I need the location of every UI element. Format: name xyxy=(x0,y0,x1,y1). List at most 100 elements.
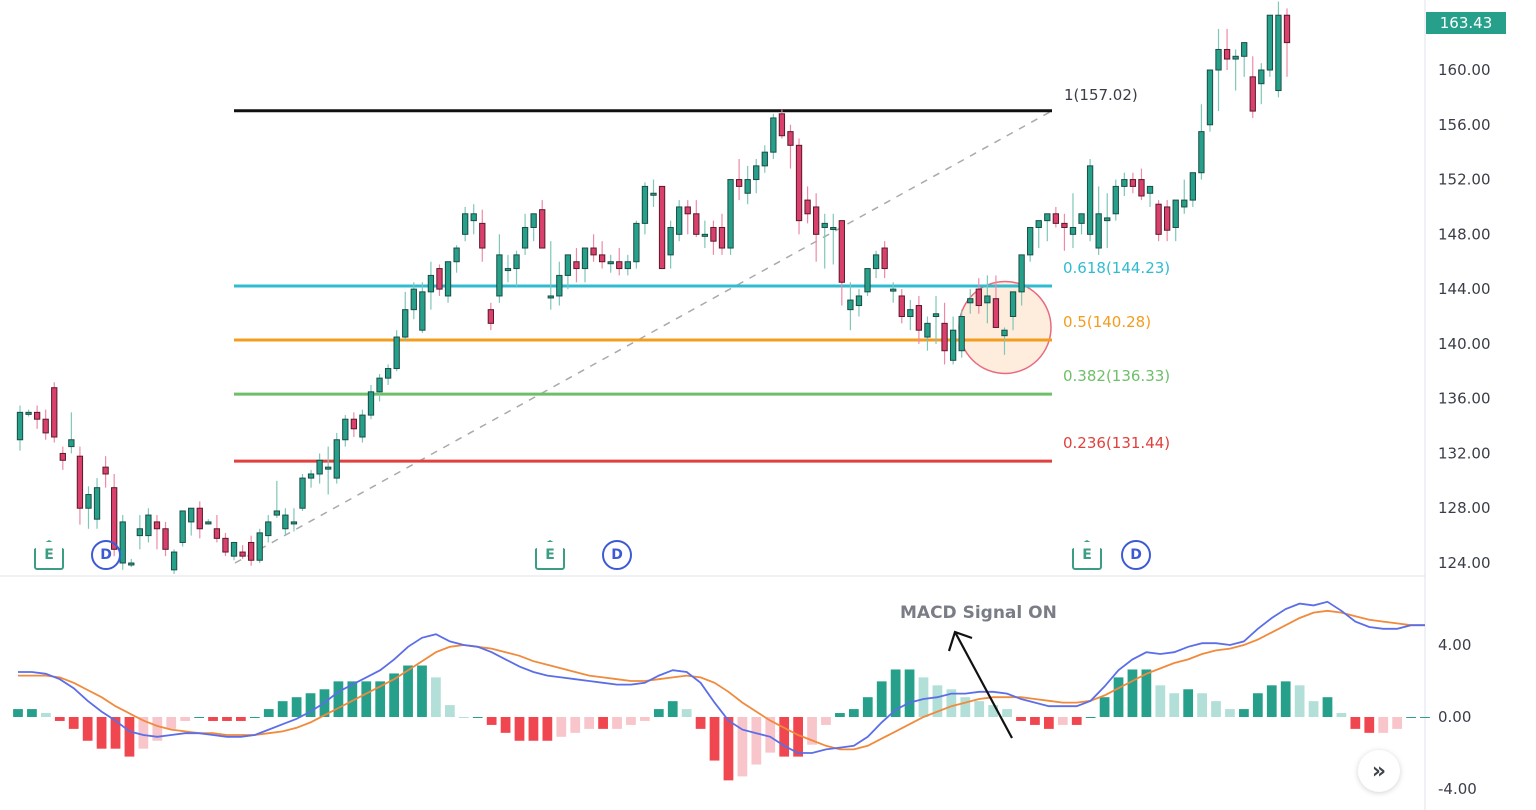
candle[interactable] xyxy=(658,185,666,270)
candle[interactable] xyxy=(1069,193,1077,249)
candle[interactable] xyxy=(1249,56,1256,118)
candle[interactable] xyxy=(693,200,700,238)
candle[interactable] xyxy=(949,316,957,365)
candle[interactable] xyxy=(393,330,400,372)
candle[interactable] xyxy=(153,515,161,550)
candle[interactable] xyxy=(247,535,255,566)
dividend-marker-icon[interactable]: D xyxy=(91,540,121,570)
candle[interactable] xyxy=(222,532,229,557)
fib-trend-line[interactable] xyxy=(234,110,1053,564)
candle[interactable] xyxy=(1086,159,1094,242)
candle[interactable] xyxy=(761,145,768,173)
candle[interactable] xyxy=(59,446,66,470)
candle[interactable] xyxy=(1112,179,1119,221)
candle[interactable] xyxy=(1138,168,1145,201)
candle[interactable] xyxy=(333,432,340,484)
candle[interactable] xyxy=(307,469,315,488)
candle[interactable] xyxy=(325,446,332,495)
candle[interactable] xyxy=(1241,42,1248,77)
candle[interactable] xyxy=(230,541,238,561)
candle[interactable] xyxy=(847,282,854,331)
candle[interactable] xyxy=(984,275,991,324)
candle[interactable] xyxy=(1001,327,1008,355)
candle[interactable] xyxy=(581,247,589,283)
candle[interactable] xyxy=(136,515,144,550)
candle[interactable] xyxy=(479,209,486,262)
candle[interactable] xyxy=(316,453,323,484)
earnings-marker-icon[interactable]: E xyxy=(34,540,64,570)
candle[interactable] xyxy=(427,261,435,310)
candle[interactable] xyxy=(504,254,512,283)
candle[interactable] xyxy=(213,515,221,543)
candle[interactable] xyxy=(864,268,871,296)
candle[interactable] xyxy=(813,193,820,262)
candle[interactable] xyxy=(419,282,426,333)
candle[interactable] xyxy=(778,109,786,139)
candle[interactable] xyxy=(932,295,940,344)
candle[interactable] xyxy=(205,519,212,525)
candle[interactable] xyxy=(513,250,520,287)
candle[interactable] xyxy=(855,289,863,317)
candle[interactable] xyxy=(282,508,289,536)
candle[interactable] xyxy=(641,182,649,235)
candle[interactable] xyxy=(684,200,691,235)
candle[interactable] xyxy=(727,179,734,255)
candle[interactable] xyxy=(299,473,306,511)
candle[interactable] xyxy=(462,206,469,242)
candle[interactable] xyxy=(25,409,32,417)
candle[interactable] xyxy=(342,415,349,447)
candle[interactable] xyxy=(975,278,982,314)
candle[interactable] xyxy=(624,254,631,276)
candle[interactable] xyxy=(93,478,101,529)
candle[interactable] xyxy=(1035,220,1042,249)
candle[interactable] xyxy=(539,200,546,249)
dividend-marker-icon[interactable]: D xyxy=(602,540,632,570)
candle[interactable] xyxy=(710,220,717,255)
candle[interactable] xyxy=(530,213,537,242)
candle[interactable] xyxy=(1258,63,1265,105)
candle[interactable] xyxy=(1189,172,1196,207)
candle[interactable] xyxy=(162,521,169,557)
candle[interactable] xyxy=(1129,172,1137,194)
earnings-marker-icon[interactable]: E xyxy=(1072,540,1102,570)
candle[interactable] xyxy=(1181,179,1188,214)
candle[interactable] xyxy=(564,254,572,290)
candle[interactable] xyxy=(718,213,726,255)
candle[interactable] xyxy=(573,248,580,283)
scroll-to-realtime-button[interactable]: » xyxy=(1358,750,1400,792)
candle[interactable] xyxy=(590,234,597,262)
candle[interactable] xyxy=(239,545,246,559)
candle[interactable] xyxy=(1223,28,1231,70)
candle[interactable] xyxy=(667,220,674,269)
candle[interactable] xyxy=(890,282,897,303)
candle[interactable] xyxy=(410,282,417,320)
candle[interactable] xyxy=(1146,185,1154,207)
candle[interactable] xyxy=(795,138,803,235)
candle[interactable] xyxy=(384,364,392,385)
candle[interactable] xyxy=(1266,14,1274,77)
candle[interactable] xyxy=(1009,291,1017,331)
candle[interactable] xyxy=(1215,28,1222,112)
candle[interactable] xyxy=(33,405,41,429)
candle[interactable] xyxy=(967,289,974,314)
candle[interactable] xyxy=(145,508,152,543)
candle[interactable] xyxy=(521,213,529,255)
candle[interactable] xyxy=(898,289,905,324)
candle[interactable] xyxy=(701,220,709,249)
candle[interactable] xyxy=(1155,200,1162,242)
candle[interactable] xyxy=(804,186,811,224)
annotation-arrow[interactable] xyxy=(947,630,1013,739)
candle[interactable] xyxy=(444,261,452,303)
candle[interactable] xyxy=(616,248,623,276)
candle[interactable] xyxy=(290,508,298,532)
candle[interactable] xyxy=(1163,200,1171,242)
candle[interactable] xyxy=(68,412,75,454)
candle[interactable] xyxy=(633,220,640,269)
candle[interactable] xyxy=(744,165,751,205)
candle[interactable] xyxy=(941,302,948,365)
candle[interactable] xyxy=(1275,1,1282,98)
candle[interactable] xyxy=(436,264,443,296)
candle[interactable] xyxy=(556,261,563,306)
candle[interactable] xyxy=(188,507,195,536)
candle[interactable] xyxy=(830,213,837,265)
